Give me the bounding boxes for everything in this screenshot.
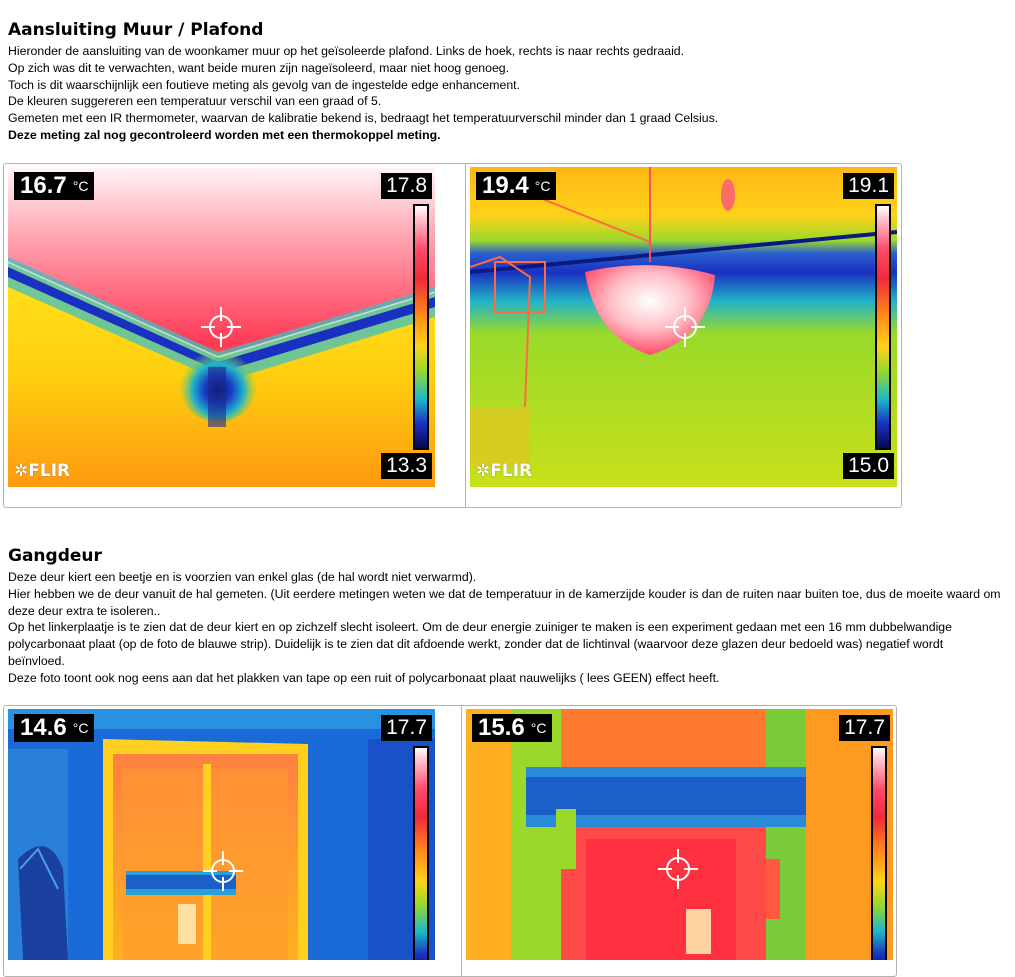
- section-hall-door: Gangdeur Deze deur kiert een beetje en i…: [8, 546, 1003, 687]
- flir-logo-icon: ✲FLIR: [14, 461, 71, 481]
- text-line: Gemeten met een IR thermometer, waarvan …: [8, 111, 719, 126]
- thermal-image-window: 15.6 °C 17.7: [466, 709, 893, 960]
- spot-temperature: 19.4 °C: [476, 172, 557, 200]
- spot-temperature: 15.6 °C: [472, 714, 553, 742]
- spot-temperature-value: 15.6: [478, 714, 525, 741]
- crosshair-icon: [665, 307, 705, 347]
- thermal-image-corner: 16.7 °C 17.8 13.3 ✲FLIR: [8, 167, 435, 487]
- text-line: Deze foto toont ook nog eens aan dat het…: [8, 670, 720, 685]
- crosshair-icon: [203, 851, 243, 891]
- spot-temperature-value: 14.6: [20, 714, 67, 741]
- thermal-image-door: 14.6 °C 17.7: [8, 709, 435, 960]
- text-line: Hier hebben we de deur vanuit de hal gem…: [8, 586, 1001, 618]
- spot-temperature-value: 16.7: [20, 172, 67, 199]
- text-line: De kleuren suggereren een temperatuur ve…: [8, 94, 382, 109]
- scale-max: 19.1: [843, 173, 894, 199]
- spot-temperature: 14.6 °C: [14, 714, 95, 742]
- color-scale-bar: [413, 204, 429, 450]
- section-text: Hieronder de aansluiting van de woonkame…: [8, 43, 1003, 144]
- color-scale-bar: [875, 204, 891, 450]
- text-line: Toch is dit waarschijnlijk een foutieve …: [8, 77, 521, 92]
- temperature-unit: °C: [534, 178, 551, 194]
- scale-min: 13.3: [381, 453, 432, 479]
- frame-divider: [465, 164, 466, 507]
- scale-max: 17.8: [381, 173, 432, 199]
- spot-temperature-value: 19.4: [482, 172, 529, 199]
- section-wall-ceiling: Aansluiting Muur / Plafond Hieronder de …: [8, 20, 1003, 144]
- thermal-image-lamp: 19.4 °C 19.1 15.0 ✲FLIR: [470, 167, 897, 487]
- text-line: Op het linkerplaatje is te zien dat de d…: [8, 620, 952, 668]
- flir-logo-icon: ✲FLIR: [476, 461, 533, 481]
- scale-min: 15.0: [843, 453, 894, 479]
- crosshair-icon: [201, 307, 241, 347]
- color-scale-bar: [413, 746, 429, 960]
- section-title: Gangdeur: [8, 546, 102, 566]
- text-line: Hieronder de aansluiting van de woonkame…: [8, 44, 685, 58]
- temperature-unit: °C: [530, 720, 547, 736]
- crosshair-icon: [658, 849, 698, 889]
- scale-max: 17.7: [381, 715, 432, 741]
- scale-max: 17.7: [839, 715, 890, 741]
- section-text: Deze deur kiert een beetje en is voorzie…: [8, 569, 1003, 687]
- color-scale-bar: [871, 746, 887, 960]
- text-line: Op zich was dit te verwachten, want beid…: [8, 60, 510, 75]
- temperature-unit: °C: [72, 720, 89, 736]
- temperature-unit: °C: [72, 178, 89, 194]
- text-line-bold: Deze meting zal nog gecontroleerd worden…: [8, 127, 441, 142]
- text-line: Deze deur kiert een beetje en is voorzie…: [8, 570, 477, 584]
- section-title: Aansluiting Muur / Plafond: [8, 20, 264, 40]
- spot-temperature: 16.7 °C: [14, 172, 95, 200]
- frame-divider: [461, 706, 462, 976]
